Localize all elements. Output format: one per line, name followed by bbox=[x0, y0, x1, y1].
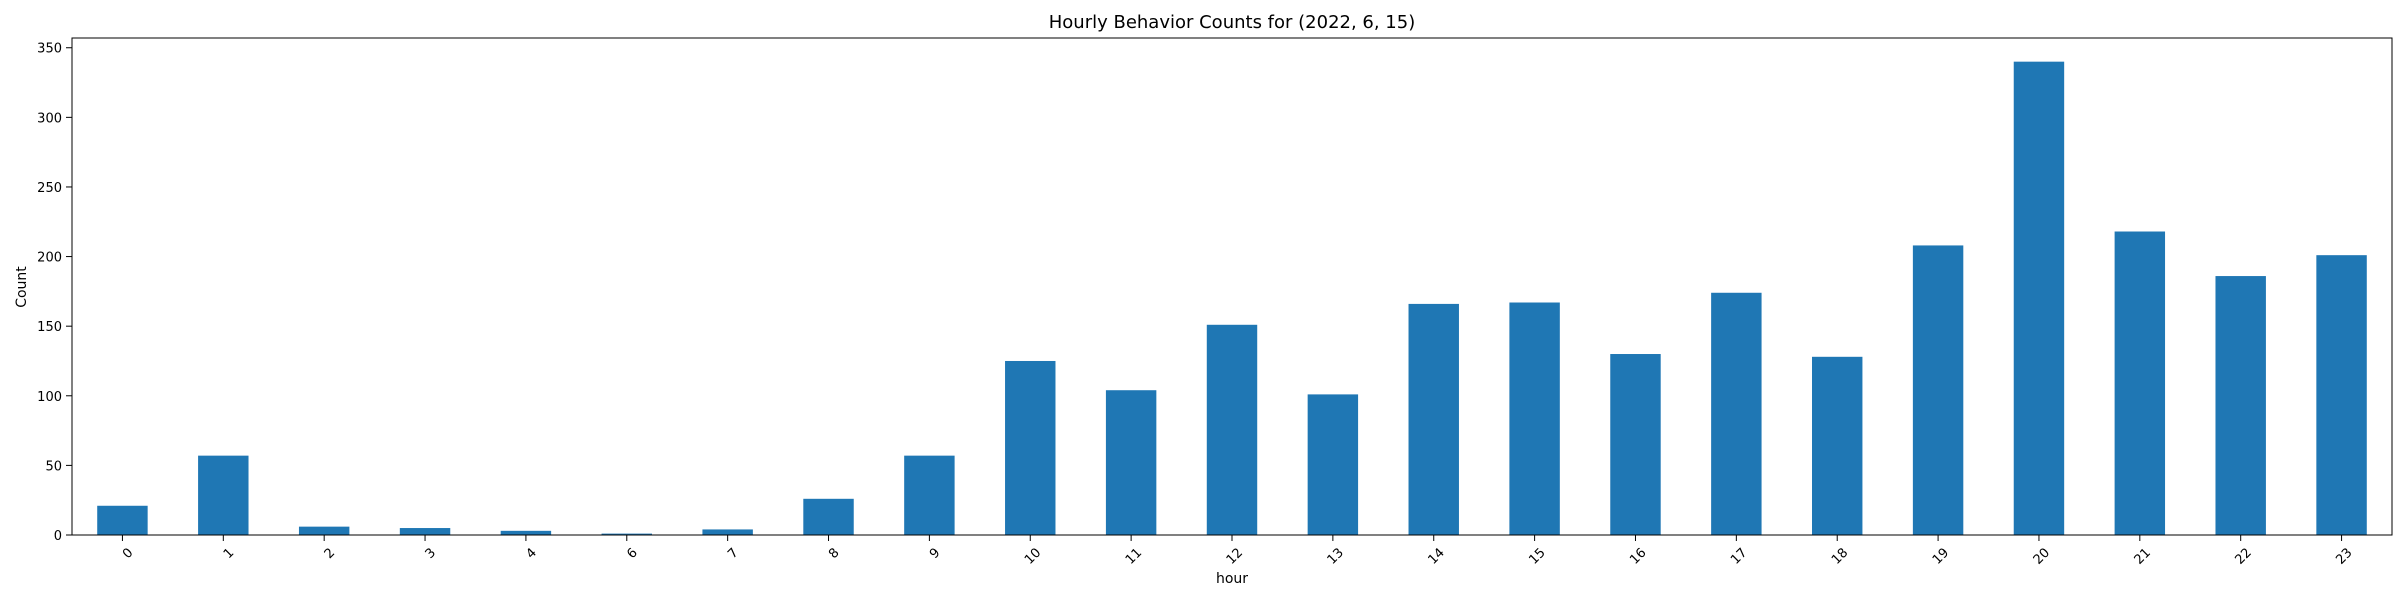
bar-hour-19 bbox=[1912, 245, 1964, 535]
x-tick-label: 16 bbox=[1627, 545, 1649, 567]
x-tick-label: 15 bbox=[1526, 545, 1548, 567]
bar-hour-4 bbox=[500, 530, 552, 535]
plot-frame bbox=[71, 37, 2393, 536]
y-tick-label: 200 bbox=[37, 251, 62, 266]
y-tick-label: 100 bbox=[37, 390, 62, 405]
x-axis-ticks: 0 1 2 3 4 6 7 8 9 10 11 12 13 14 15 16 17 18 19 20 21 22 23 bbox=[120, 535, 2356, 568]
bar-hour-0 bbox=[97, 505, 148, 535]
y-tick-label: 350 bbox=[37, 42, 62, 57]
bar-hour-1 bbox=[198, 455, 249, 535]
x-tick-label: 21 bbox=[2132, 545, 2154, 567]
y-tick-label: 300 bbox=[37, 111, 62, 126]
bar-hour-8 bbox=[803, 498, 854, 535]
x-tick-label: 14 bbox=[1425, 545, 1447, 567]
x-tick-label: 7 bbox=[725, 545, 741, 561]
x-tick-label: 0 bbox=[120, 545, 136, 561]
x-tick-label: 17 bbox=[1728, 545, 1750, 567]
bar-hour-22 bbox=[2215, 276, 2266, 535]
bar-hour-3 bbox=[399, 528, 451, 535]
bar-hour-14 bbox=[1408, 303, 1459, 535]
y-axis-ticks: 0 50 100 150 200 250 300 350 bbox=[37, 42, 72, 544]
x-tick-label: 10 bbox=[1022, 545, 1044, 567]
x-tick-label: 18 bbox=[1829, 545, 1851, 567]
x-tick-label: 13 bbox=[1325, 545, 1347, 567]
bar-hour-7 bbox=[702, 529, 753, 535]
x-tick-label: 3 bbox=[423, 545, 439, 561]
bar-hour-2 bbox=[298, 526, 350, 535]
bar-hour-17 bbox=[1711, 292, 1762, 535]
x-tick-label: 4 bbox=[523, 545, 539, 561]
x-tick-label: 1 bbox=[221, 545, 237, 561]
bar-hour-11 bbox=[1105, 390, 1157, 535]
bar-hour-13 bbox=[1307, 394, 1359, 535]
x-tick-label: 11 bbox=[1123, 545, 1145, 567]
bar-hour-16 bbox=[1610, 354, 1661, 535]
x-tick-label: 9 bbox=[927, 545, 943, 561]
x-tick-label: 22 bbox=[2232, 545, 2254, 567]
bars-layer bbox=[97, 61, 2367, 536]
x-tick-label: 8 bbox=[826, 545, 842, 561]
y-tick-label: 150 bbox=[37, 320, 62, 335]
x-tick-label: 2 bbox=[322, 545, 338, 561]
chart-title: Hourly Behavior Counts for (2022, 6, 15) bbox=[1049, 12, 1416, 33]
x-tick-label: 19 bbox=[1930, 545, 1952, 567]
bar-hour-15 bbox=[1509, 302, 1560, 535]
y-axis-label: Count bbox=[14, 266, 30, 308]
x-axis-label: hour bbox=[1216, 571, 1248, 587]
y-tick-label: 0 bbox=[54, 529, 62, 544]
x-tick-label: 12 bbox=[1224, 545, 1246, 567]
y-tick-label: 50 bbox=[45, 459, 62, 474]
x-tick-label: 23 bbox=[2333, 545, 2355, 567]
y-tick-label: 250 bbox=[37, 181, 62, 196]
bar-hour-10 bbox=[1005, 360, 1056, 535]
bar-hour-9 bbox=[904, 455, 955, 535]
x-tick-label: 20 bbox=[2031, 545, 2053, 567]
bar-hour-12 bbox=[1206, 324, 1258, 535]
x-tick-label: 6 bbox=[624, 545, 640, 561]
bar-hour-21 bbox=[2114, 231, 2166, 535]
bar-hour-23 bbox=[2316, 255, 2367, 536]
bar-hour-6 bbox=[601, 533, 652, 535]
bar-hour-20 bbox=[2013, 61, 2065, 536]
bar-hour-18 bbox=[1812, 356, 1863, 535]
